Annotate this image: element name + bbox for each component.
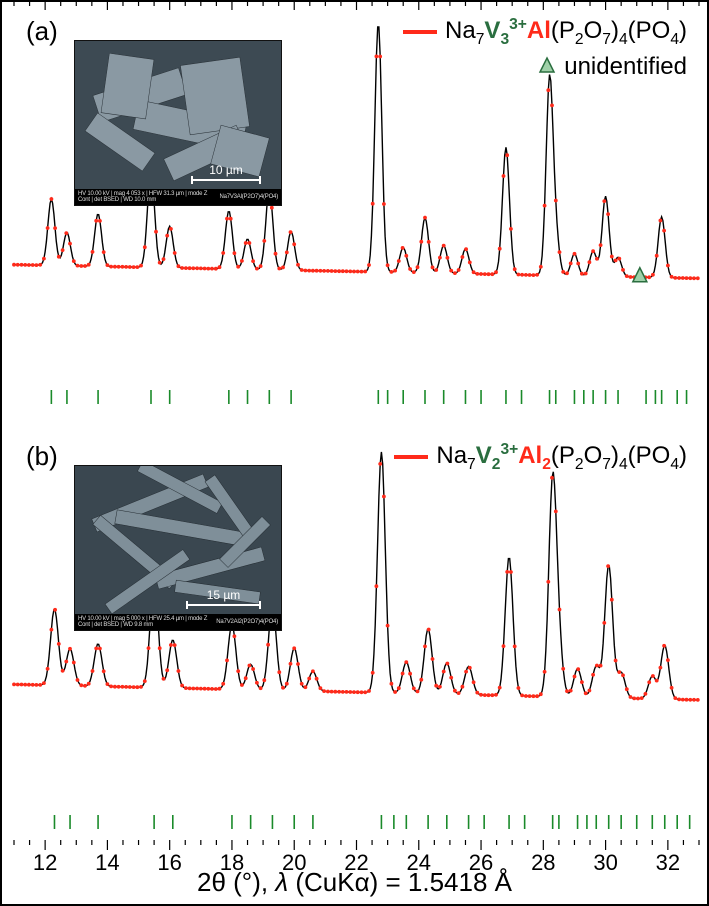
xlabel-cuka: (CuKα) = 1.5418 Å xyxy=(288,867,512,897)
xlabel-2theta: 2θ (°), xyxy=(197,867,275,897)
sem-caption-b-right: Na7V2Al2(P2O7)4(PO4) xyxy=(216,619,278,625)
panel-a-label: (a) xyxy=(26,16,58,47)
panel-b: (b) 15 µm xyxy=(2,427,707,852)
sem-caption-a-left: HV 10.00 kV | mag 4 053 x | HFW 31.3 µm … xyxy=(78,191,219,203)
legend-b-formula-row: Na7V23+Al2(P2O7)4(PO4) xyxy=(394,441,687,474)
sem-caption-b-left: HV 10.00 kV | mag 5 000 x | HFW 25.4 µm … xyxy=(78,616,216,628)
sem-scale-b: 15 µm xyxy=(186,588,261,606)
legend-a-formula-row: Na7V33+Al(P2O7)4(PO4) xyxy=(403,16,687,49)
sem-scale-bar-b xyxy=(186,604,261,606)
legend-a-unid-text: unidentified xyxy=(564,53,687,81)
unidentified-marker-icon xyxy=(538,53,556,81)
panel-a-legend: Na7V33+Al(P2O7)4(PO4) unidentified xyxy=(403,16,687,85)
sem-scale-bar-a xyxy=(191,179,261,181)
sem-scale-a-text: 10 µm xyxy=(209,163,243,177)
sem-image-a xyxy=(75,41,282,206)
panel-b-legend: Na7V23+Al2(P2O7)4(PO4) xyxy=(394,441,687,478)
top-tick-marks xyxy=(2,2,707,12)
legend-line-icon xyxy=(403,30,437,34)
x-axis-label: 2θ (°), λ (CuKα) = 1.5418 Å xyxy=(2,867,707,898)
sem-inset-b: 15 µm HV 10.00 kV | mag 5 000 x | HFW 25… xyxy=(74,465,282,631)
sem-inset-a: 10 µm HV 10.00 kV | mag 4 053 x | HFW 31… xyxy=(74,40,282,206)
figure-container: (a) 10 µm HV 10.00 kV | mag 4 xyxy=(0,0,709,906)
legend-line-icon xyxy=(394,455,428,459)
panel-a: (a) 10 µm HV 10.00 kV | mag 4 xyxy=(2,2,707,427)
sem-caption-a-right: Na7V3Al(P2O7)4(PO4) xyxy=(219,194,278,200)
x-axis-area: 1214161820222426283032 2θ (°), λ (CuKα) … xyxy=(2,848,707,904)
xlabel-lambda: λ xyxy=(275,867,288,897)
legend-b-formula: Na7V23+Al2(P2O7)4(PO4) xyxy=(436,441,687,474)
legend-a-unid-row: unidentified xyxy=(403,53,687,81)
sem-scale-a: 10 µm xyxy=(191,163,261,181)
panel-b-label: (b) xyxy=(26,441,58,472)
sem-image-b xyxy=(75,466,282,631)
sem-caption-b: HV 10.00 kV | mag 5 000 x | HFW 25.4 µm … xyxy=(75,614,281,630)
sem-scale-b-text: 15 µm xyxy=(207,588,241,602)
legend-a-formula: Na7V33+Al(P2O7)4(PO4) xyxy=(445,16,687,49)
sem-caption-a: HV 10.00 kV | mag 4 053 x | HFW 31.3 µm … xyxy=(75,189,281,205)
